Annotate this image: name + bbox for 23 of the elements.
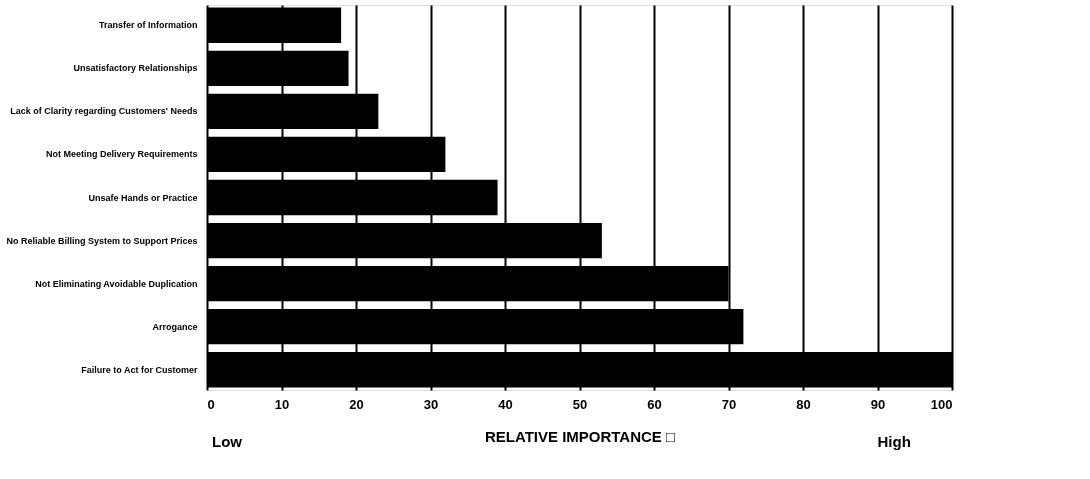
y-tick-label: Lack of Clarity regarding Customers' Needs	[10, 106, 198, 117]
y-tick-label: Unsafe Hands or Practice	[88, 192, 198, 203]
y-tick-label: Failure to Act for Customer	[81, 364, 198, 375]
x-tick-label: 90	[870, 396, 886, 412]
y-tick-label: Unsatisfactory Relationships	[73, 63, 198, 74]
x-tick-label: 100	[930, 396, 953, 412]
y-tick-label: Not Eliminating Avoidable Duplication	[35, 278, 198, 289]
x-tick-label: 20	[349, 396, 364, 412]
x-tick-label: 60	[647, 396, 662, 412]
x-tick-label: 40	[498, 396, 513, 412]
x-tick-label: 10	[274, 396, 290, 412]
x-tick-label: 50	[572, 396, 588, 412]
x-tick-label: 80	[796, 396, 811, 412]
text: High	[877, 433, 911, 450]
y-tick-label: Arrogance	[152, 321, 198, 332]
x-axis-title: RELATIVE IMPORTANCE □	[484, 427, 676, 445]
y-tick-label: Transfer of Information	[98, 20, 198, 31]
x-tick-label: 30	[423, 396, 439, 412]
y-tick-label: Not Meeting Delivery Requirements	[45, 149, 198, 160]
x-tick-label: 0	[207, 396, 215, 412]
y-tick-label: No Reliable Billing System to Support Prices	[6, 235, 198, 246]
text: Low	[212, 433, 243, 450]
x-tick-label: 70	[721, 396, 737, 412]
